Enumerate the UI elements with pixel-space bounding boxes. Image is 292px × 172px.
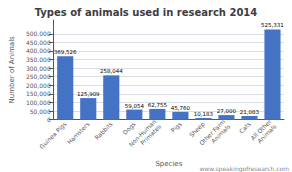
svg-text:Cats: Cats [238,120,252,134]
svg-text:Guinea Pigs: Guinea Pigs [38,120,69,151]
svg-text:21,083: 21,083 [240,109,260,115]
svg-text:Number of Animals: Number of Animals [8,36,16,104]
svg-text:Sheep: Sheep [187,120,206,139]
svg-text:150,000: 150,000 [26,90,51,97]
svg-text:Non-Human: Non-Human [127,117,158,148]
svg-text:200,000: 200,000 [26,82,51,89]
svg-text:Rabbits: Rabbits [93,120,114,141]
svg-text:125,909: 125,909 [77,91,100,97]
svg-text:Types of animals used in resea: Types of animals used in research 2014 [35,7,258,18]
svg-text:258,044: 258,044 [100,68,123,74]
svg-text:Animals: Animals [256,123,278,145]
svg-text:100,000: 100,000 [26,99,51,106]
svg-text:10,183: 10,183 [194,111,214,117]
svg-text:0: 0 [47,116,51,123]
svg-text:Primates: Primates [139,123,163,147]
svg-text:400,000: 400,000 [26,47,51,54]
svg-text:300,000: 300,000 [26,65,51,72]
svg-text:369,526: 369,526 [54,49,77,55]
svg-text:50,000: 50,000 [30,108,51,115]
svg-text:Hamsters: Hamsters [65,120,90,145]
svg-text:525,331: 525,331 [261,22,284,28]
svg-text:Animals: Animals [210,123,232,145]
svg-text:Species: Species [155,160,182,168]
svg-text:Other Farm: Other Farm [197,117,227,147]
svg-text:45,760: 45,760 [171,105,191,111]
svg-text:Dogs: Dogs [121,120,137,136]
svg-text:Pigs: Pigs [169,120,183,134]
svg-text:27,000: 27,000 [217,108,237,114]
svg-text:450,000: 450,000 [26,39,51,46]
svg-text:All Other: All Other [248,117,273,142]
svg-text:59,054: 59,054 [125,103,145,109]
svg-text:500,000: 500,000 [26,30,51,37]
svg-text:62,755: 62,755 [148,102,168,108]
svg-text:250,000: 250,000 [26,73,51,80]
svg-text:www.speakingofresearch.com: www.speakingofresearch.com [199,165,289,172]
svg-text:350,000: 350,000 [26,56,51,63]
